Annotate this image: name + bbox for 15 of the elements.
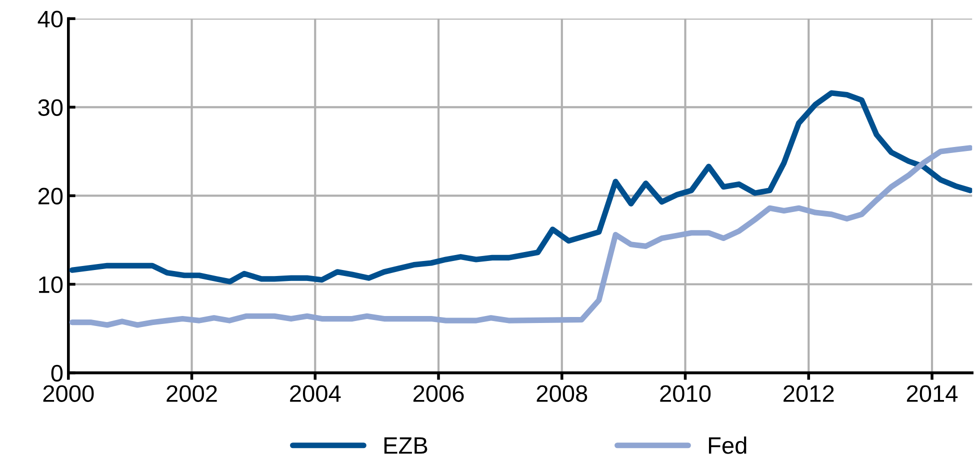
legend-label: EZB — [384, 437, 428, 454]
x-tick-label: 2010 — [660, 385, 711, 402]
x-tick-label: 2008 — [536, 385, 588, 402]
x-tick-label: 2002 — [166, 385, 217, 402]
y-tick-label: 30 — [38, 99, 63, 116]
x-tick-label: 2012 — [784, 385, 834, 402]
legend-label: Fed — [708, 436, 746, 454]
x-tick-label: 2014 — [906, 385, 958, 402]
y-tick-label: 0 — [51, 364, 63, 382]
x-tick-label: 2006 — [413, 385, 464, 402]
y-tick-label: 40 — [38, 10, 63, 28]
y-tick-label: 20 — [38, 188, 63, 205]
x-tick-label: 2000 — [43, 385, 94, 402]
x-tick-label: 2004 — [290, 385, 341, 402]
y-tick-label: 10 — [39, 276, 63, 294]
